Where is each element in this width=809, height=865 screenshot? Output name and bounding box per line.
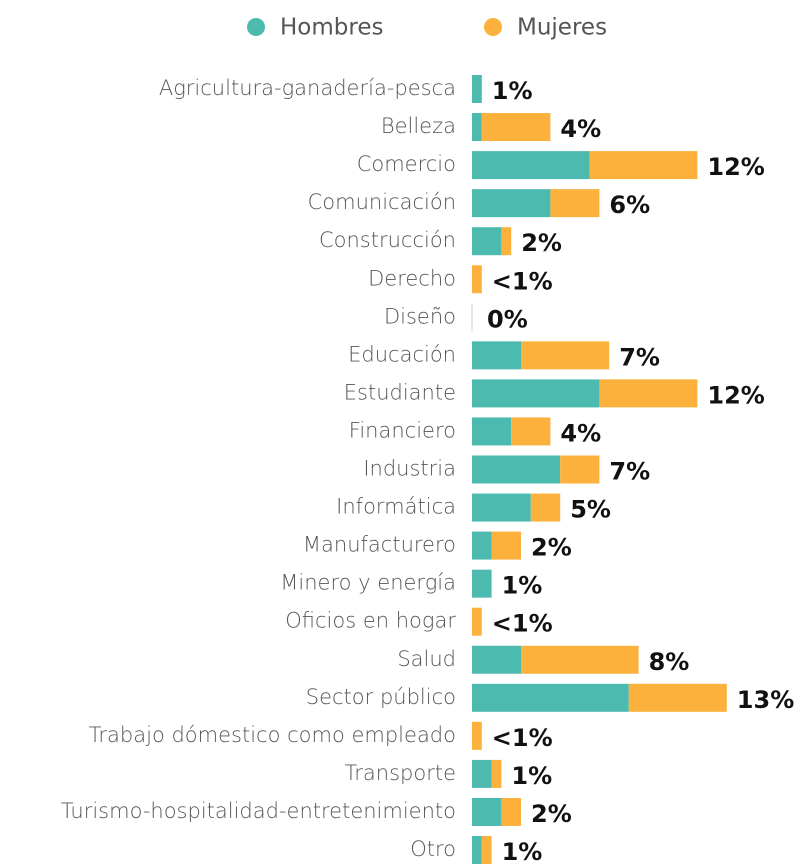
total-label: 5%	[570, 496, 611, 524]
category-label: Agricultura-ganadería-pesca	[159, 76, 456, 100]
bar-segment	[472, 721, 482, 750]
total-label: 13%	[737, 686, 794, 714]
bar-segment	[472, 227, 502, 256]
bar-segment	[521, 341, 610, 370]
bar-segment	[481, 113, 551, 142]
total-label: 2%	[531, 800, 572, 828]
bar-segment	[472, 151, 590, 180]
total-label: 2%	[531, 534, 572, 562]
total-label: 0%	[487, 305, 528, 333]
bar-segment	[501, 797, 521, 826]
bar-segment	[472, 75, 482, 103]
total-label: 12%	[707, 153, 764, 181]
bar-segment	[472, 836, 482, 864]
category-label: Sector público	[306, 685, 456, 709]
category-label: Belleza	[381, 114, 456, 138]
category-label: Informática	[336, 495, 456, 519]
bar-segment	[511, 417, 551, 446]
bar-segment	[472, 189, 551, 218]
total-label: <1%	[492, 724, 553, 752]
bar-segment	[472, 607, 482, 636]
bar-segment	[472, 341, 521, 370]
bar-segment	[521, 645, 639, 674]
total-label: 2%	[521, 229, 562, 257]
bar-segment	[481, 836, 492, 864]
category-label: Industria	[363, 457, 456, 481]
bar-segment	[550, 189, 600, 218]
bar-segment	[472, 455, 561, 484]
total-label: <1%	[492, 267, 553, 295]
category-label: Diseño	[384, 304, 456, 328]
category-label: Financiero	[349, 418, 456, 442]
category-label: Trabajo dómestico como empleado	[89, 723, 456, 747]
total-label: 7%	[609, 458, 650, 486]
total-label: 4%	[560, 115, 601, 143]
category-label: Turismo-hospitalidad-entretenimiento	[61, 799, 456, 823]
bar-segment	[530, 493, 561, 522]
category-label: Construcción	[319, 228, 456, 252]
bar-segment	[491, 531, 521, 560]
legend-label: Hombres	[280, 15, 383, 41]
category-label: Transporte	[345, 761, 456, 785]
total-label: 4%	[560, 419, 601, 447]
category-label: Educación	[348, 342, 456, 366]
bar-segment	[589, 151, 698, 180]
category-label: Minero y energía	[280, 571, 456, 595]
total-label: 7%	[619, 343, 660, 371]
bar-segment	[472, 417, 512, 446]
bar-segment	[472, 493, 531, 522]
bar-segment	[472, 683, 629, 712]
category-label: Otro	[410, 837, 456, 861]
total-label: 8%	[649, 648, 690, 676]
bar-segment	[472, 113, 482, 142]
category-label: Comercio	[357, 152, 456, 176]
total-label: 1%	[511, 762, 552, 790]
bar-segment	[628, 683, 727, 712]
category-label: Estudiante	[344, 380, 456, 404]
total-label: 6%	[609, 191, 650, 219]
bar-segment	[472, 569, 492, 598]
category-label: Salud	[397, 647, 456, 671]
legend-label: Mujeres	[517, 15, 607, 41]
bar-segment	[472, 797, 502, 826]
total-label: 12%	[707, 381, 764, 409]
bar-segment	[472, 759, 492, 788]
bar-segment	[501, 227, 512, 256]
bar-segment	[472, 531, 492, 560]
category-label: Oficios en hogar	[285, 609, 456, 633]
bar-segment	[472, 645, 521, 674]
bar-segment	[599, 379, 698, 408]
total-label: <1%	[492, 610, 553, 638]
bar-segment	[472, 265, 482, 294]
total-label: 1%	[502, 838, 543, 865]
category-label: Derecho	[368, 266, 456, 290]
category-label: Comunicación	[308, 190, 456, 214]
bar-segment	[472, 379, 600, 408]
legend-swatch	[484, 18, 502, 36]
category-label: Manufacturero	[303, 533, 456, 557]
bar-segment	[560, 455, 600, 484]
total-label: 1%	[492, 77, 533, 105]
total-label: 1%	[502, 572, 543, 600]
bar-segment	[491, 759, 502, 788]
legend-swatch	[247, 18, 265, 36]
